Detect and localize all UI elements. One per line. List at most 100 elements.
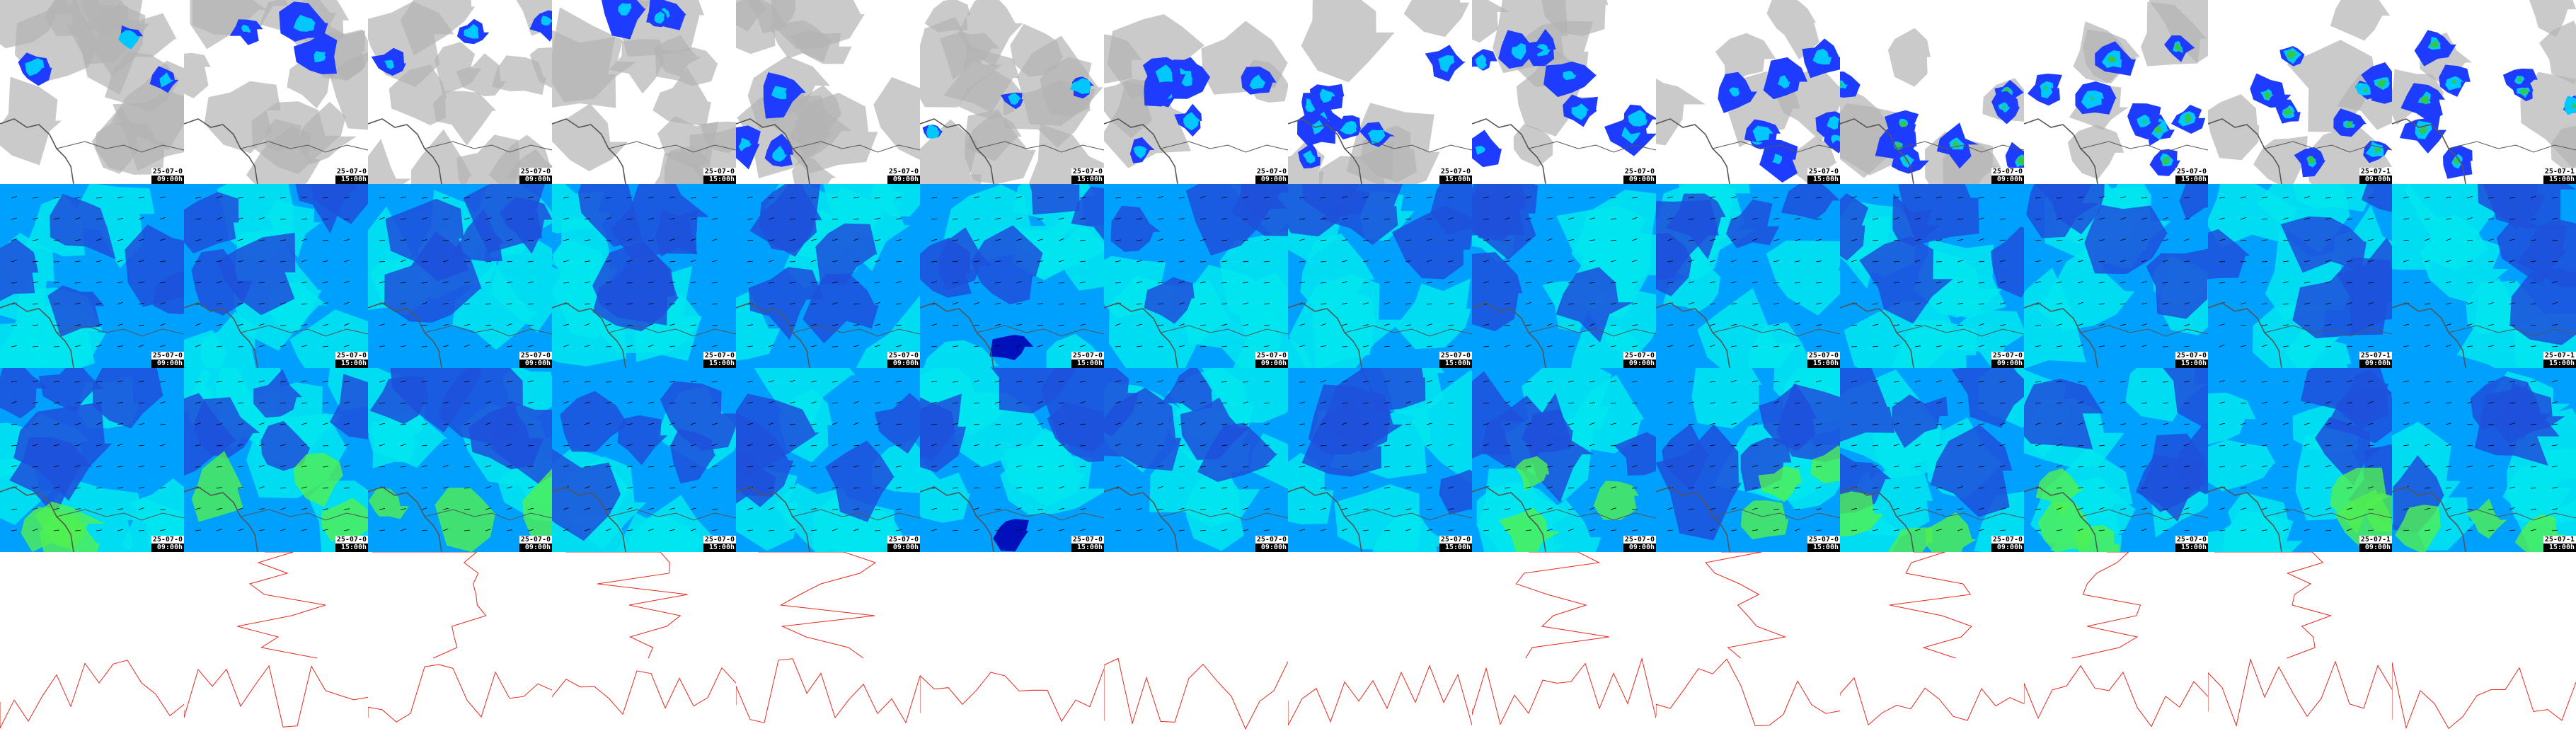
wind-arrow (237, 466, 243, 468)
map-panel-contours (1656, 552, 1840, 736)
wind-arrow (2035, 381, 2042, 383)
wind-arrow (2282, 444, 2289, 447)
wind-arrow (1504, 302, 1510, 305)
wind-arrow (768, 345, 774, 347)
border-line (56, 325, 184, 337)
border-line (1896, 509, 2024, 521)
wind-arrow (464, 508, 471, 510)
wind-arrow (1999, 281, 2006, 284)
wind-arrow (1016, 217, 1022, 220)
wind-arrow (895, 197, 902, 199)
timestamp-label: 25-07-0 15:00h (1439, 352, 1472, 368)
wind-arrow (1893, 422, 1899, 425)
border-line (976, 325, 1104, 337)
wind-arrow (690, 238, 696, 241)
wind-arrow (1405, 529, 1411, 531)
wind-arrow (1631, 422, 1638, 425)
wind-arrow (832, 444, 838, 447)
wind-arrow (2325, 218, 2331, 220)
timestamp-date: 25-07-0 (1991, 168, 2024, 176)
wind-arrow (322, 197, 328, 199)
wind-arrow (237, 217, 243, 220)
wind-arrow (32, 401, 38, 404)
wind-arrow (2424, 197, 2430, 199)
timestamp-date: 25-07-0 (1623, 168, 1656, 176)
wind-arrow (1115, 508, 1121, 510)
wind-arrow (1221, 218, 1227, 220)
wind-arrow (1568, 380, 1574, 383)
wind-arrow (2261, 465, 2267, 468)
wind-arrow (2367, 282, 2374, 284)
wind-arrow (1263, 261, 1270, 263)
wind-arrow (442, 281, 449, 284)
wind-arrow (2035, 260, 2041, 263)
wind-arrow (421, 444, 427, 447)
border-line (2448, 325, 2576, 337)
wind-arrow (584, 486, 590, 489)
wind-arrow (1426, 508, 1432, 510)
wind-arrow (301, 422, 307, 425)
map-panel-precip-clouds: 25-07-0 15:00h (552, 0, 736, 184)
wind-arrow (2530, 195, 2536, 199)
wind-arrow (421, 465, 427, 468)
wind-arrow (874, 444, 880, 447)
wind-arrow (506, 281, 512, 284)
wind-arrow (605, 197, 612, 199)
wind-arrow (1914, 345, 1921, 347)
wind-arrow (1504, 217, 1510, 220)
wind-arrow (2098, 380, 2105, 383)
wind-arrow (1405, 260, 1411, 263)
wind-arrow (1058, 238, 1064, 241)
wind-arrow (2466, 466, 2473, 468)
wind-arrow (1157, 423, 1163, 425)
wind-arrow (2325, 529, 2332, 531)
wind-arrow (2346, 238, 2352, 241)
timestamp-date: 25-07-0 (703, 168, 736, 176)
wind-arrow (874, 381, 880, 383)
wind-arrow (1221, 345, 1227, 347)
wind-arrow (563, 529, 569, 531)
wind-arrow (1362, 282, 1369, 284)
wind-arrow (216, 195, 222, 199)
wind-arrow (1299, 466, 1306, 468)
timestamp-date: 25-07-0 (2175, 536, 2208, 544)
wind-arrow (117, 238, 123, 241)
wind-arrow (159, 529, 166, 531)
wind-arrow (1752, 197, 1758, 199)
wind-arrow (1667, 507, 1673, 510)
wind-arrow (1504, 464, 1510, 468)
wind-arrow (1058, 422, 1064, 425)
wind-arrow (690, 302, 696, 305)
wind-arrow (1546, 323, 1553, 326)
wind-arrow (1263, 217, 1270, 220)
wind-arrow (1263, 508, 1270, 510)
wind-arrow (421, 403, 428, 404)
wind-arrow (2077, 507, 2083, 510)
wind-arrow (2488, 238, 2494, 241)
wind-arrow (421, 381, 427, 383)
map-panel-precip-clouds: 25-07-0 15:00h (1656, 0, 1840, 184)
wind-arrow (442, 380, 449, 383)
wind-arrow (258, 282, 265, 284)
wind-arrow (1936, 302, 1942, 305)
wind-arrow (2509, 281, 2515, 284)
wind-arrow (159, 444, 166, 447)
wind-arrow (527, 486, 534, 489)
wind-arrow (2098, 196, 2105, 199)
wind-arrow (301, 465, 307, 468)
wind-arrow (74, 423, 81, 425)
wind-arrow (2346, 345, 2353, 347)
wind-arrow (1589, 239, 1595, 241)
wind-arrow (768, 324, 775, 326)
wind-arrow (690, 422, 696, 425)
wind-arrow (768, 217, 774, 220)
wind-arrow (1136, 260, 1142, 263)
wind-arrow (1320, 239, 1327, 241)
wind-arrow (2120, 529, 2126, 531)
wind-arrow (32, 444, 38, 447)
wind-arrow (810, 197, 817, 199)
wind-arrow (895, 529, 902, 531)
map-panel-wind-upper: 25-07-0 09:00h (1104, 184, 1288, 368)
wind-arrow (1405, 345, 1411, 347)
wind-arrow (605, 217, 611, 220)
